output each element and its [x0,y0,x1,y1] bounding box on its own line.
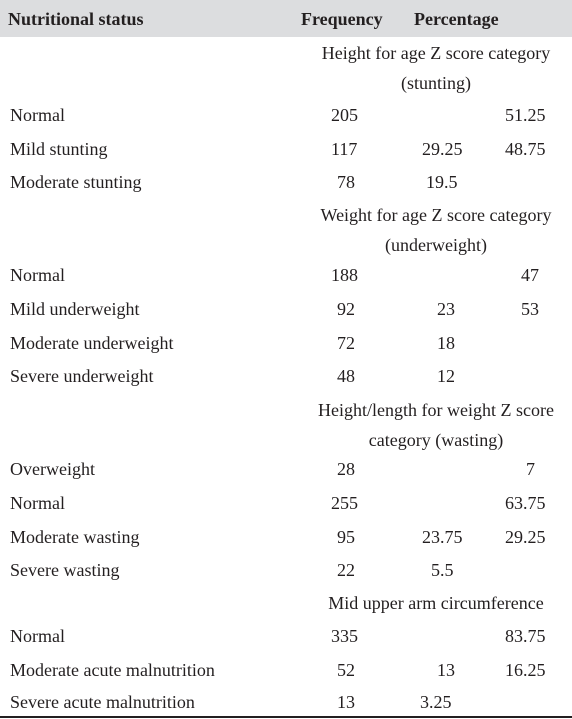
row-label: Severe wasting [10,560,120,580]
row-label: Normal [10,626,65,646]
row-label: Moderate wasting [10,527,140,547]
row-percentage: 12 [437,366,455,386]
row-frequency: 92 [337,299,355,319]
row-label: Overweight [10,459,95,479]
row-label: Severe underweight [10,366,154,386]
header-percentage: Percentage [414,9,499,29]
section-title-wasting: Height/length for weight Z score categor… [318,400,554,450]
row-total: 16.25 [505,660,546,680]
row-frequency: 48 [337,366,355,386]
row-frequency: 22 [337,560,355,580]
row-total: 7 [526,459,535,479]
header-frequency: Frequency [301,9,383,29]
row-percentage: 5.5 [431,560,454,580]
row-total: 63.75 [505,493,546,513]
row-total: 53 [521,299,539,319]
row-total: 83.75 [505,626,546,646]
row-total: 47 [521,265,539,285]
row-label: Normal [10,265,65,285]
row-total: 48.75 [505,139,546,159]
table-bottom-rule [0,716,572,718]
row-percentage: 29.25 [422,139,463,159]
row-frequency: 72 [337,333,355,353]
row-frequency: 335 [331,626,358,646]
row-percentage: 19.5 [426,172,458,192]
header-nutritional-status: Nutritional status [8,9,144,29]
row-label: Normal [10,105,65,125]
row-frequency: 255 [331,493,358,513]
row-frequency: 28 [337,459,355,479]
row-percentage: 3.25 [420,692,452,712]
row-frequency: 205 [331,105,358,125]
row-frequency: 95 [337,527,355,547]
row-percentage: 13 [437,660,455,680]
section-title-underweight: Weight for age Z score category (underwe… [320,205,552,255]
row-label: Moderate acute malnutrition [10,660,215,680]
row-percentage: 18 [437,333,455,353]
row-frequency: 13 [337,692,355,712]
row-total: 29.25 [505,527,546,547]
row-label: Mild stunting [10,139,108,159]
row-label: Normal [10,493,65,513]
table-header: Nutritional status Frequency Percentage [0,0,572,37]
section-title-muac: Mid upper arm circumference [328,593,544,613]
row-label: Severe acute malnutrition [10,692,195,712]
section-title-stunting: Height for age Z score category (stuntin… [321,43,551,93]
row-label: Moderate stunting [10,172,142,192]
row-frequency: 78 [337,172,355,192]
row-frequency: 117 [331,139,358,159]
row-label: Mild underweight [10,299,140,319]
row-percentage: 23.75 [422,527,463,547]
row-percentage: 23 [437,299,455,319]
row-frequency: 188 [331,265,358,285]
row-total: 51.25 [505,105,546,125]
row-frequency: 52 [337,660,355,680]
row-label: Moderate underweight [10,333,174,353]
